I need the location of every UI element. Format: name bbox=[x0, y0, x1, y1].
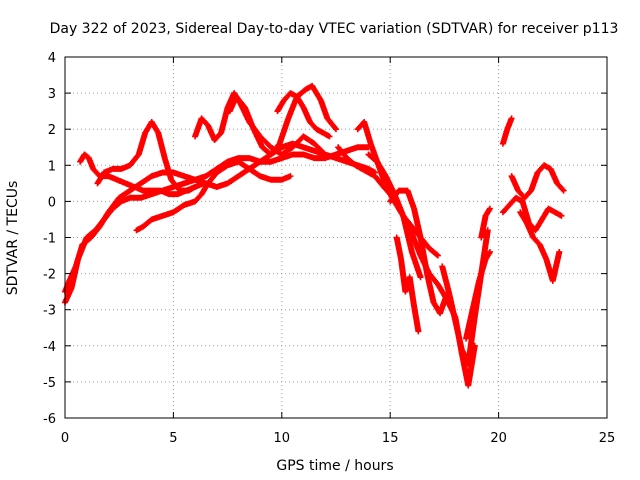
series-track-r bbox=[499, 194, 565, 234]
chart-title: Day 322 of 2023, Sidereal Day-to-day VTE… bbox=[50, 21, 619, 37]
y-tick-label: 2 bbox=[48, 123, 56, 138]
data-point-markers bbox=[393, 234, 422, 335]
y-tick-label: 0 bbox=[48, 195, 56, 210]
grid bbox=[65, 57, 607, 418]
y-tick-label: 3 bbox=[48, 87, 56, 102]
data-point-markers bbox=[365, 151, 424, 281]
y-tick-label: 1 bbox=[48, 159, 56, 174]
x-tick-label: 0 bbox=[61, 431, 69, 446]
y-axis-label: SDTVAR / TECUs bbox=[5, 181, 21, 296]
y-tick-label: -2 bbox=[43, 268, 56, 283]
data-point-markers bbox=[499, 115, 515, 147]
axes: 0 5 10 15 20 25 -6 -5 -4 -3 -2 -1 0 1 2 3 4 bbox=[43, 51, 615, 446]
plot-frame bbox=[64, 56, 608, 419]
series-track-k bbox=[365, 151, 424, 281]
series-track-e bbox=[133, 158, 294, 234]
series-track-d bbox=[94, 118, 199, 194]
series-track-t bbox=[517, 209, 563, 284]
series-track-o bbox=[463, 248, 493, 342]
y-tick-label: -1 bbox=[43, 232, 56, 247]
data-point-markers bbox=[387, 187, 450, 317]
y-tick-label: -3 bbox=[43, 304, 56, 319]
series-track-h bbox=[274, 90, 333, 140]
data-points bbox=[62, 82, 567, 389]
data-point-markers bbox=[499, 194, 565, 234]
y-tick-label: -6 bbox=[43, 412, 56, 427]
data-point-markers bbox=[463, 248, 493, 342]
series-track-q bbox=[499, 115, 515, 147]
data-point-markers bbox=[517, 209, 563, 284]
x-tick-label: 5 bbox=[169, 431, 177, 446]
x-tick-label: 10 bbox=[274, 431, 291, 446]
data-point-markers bbox=[133, 158, 294, 234]
data-point-markers bbox=[274, 90, 333, 140]
data-point-markers bbox=[94, 118, 199, 194]
x-tick-label: 15 bbox=[382, 431, 399, 446]
x-tick-label: 20 bbox=[490, 431, 507, 446]
series-track-m bbox=[393, 234, 422, 335]
series-track-p bbox=[478, 205, 493, 241]
x-axis-label: GPS time / hours bbox=[276, 458, 393, 474]
y-tick-label: 4 bbox=[48, 51, 56, 66]
series-track-l bbox=[387, 187, 450, 317]
data-point-markers bbox=[508, 162, 567, 201]
x-tick-label: 25 bbox=[599, 431, 616, 446]
data-point-markers bbox=[478, 205, 493, 241]
y-tick-label: -4 bbox=[43, 340, 56, 355]
series-track-s bbox=[508, 162, 567, 201]
y-tick-label: -5 bbox=[43, 376, 56, 391]
